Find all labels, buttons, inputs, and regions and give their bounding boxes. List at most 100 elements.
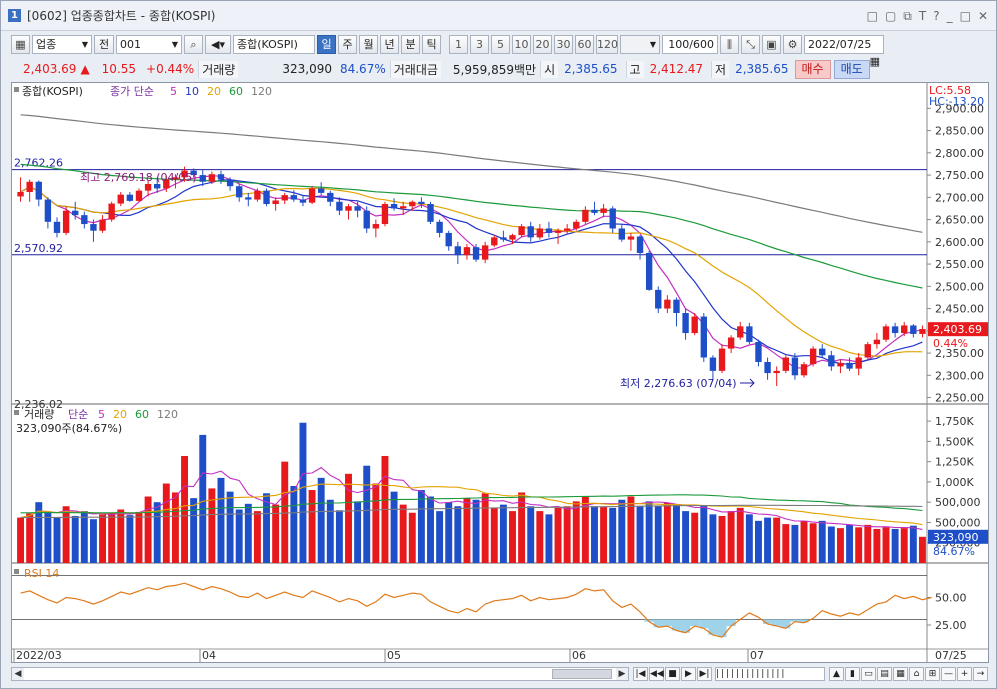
candle-body	[217, 174, 225, 180]
volume-bar	[345, 473, 352, 563]
tab-day[interactable]: 일	[317, 35, 336, 54]
horizontal-scrollbar[interactable]: ◀ ▶	[11, 667, 629, 681]
volume-bar	[427, 496, 434, 563]
zoom-out-icon[interactable]: —	[941, 667, 956, 681]
speaker-icon[interactable]: ◀▾	[205, 35, 231, 54]
minute-60-button[interactable]: 60	[575, 35, 594, 54]
candle-body	[163, 179, 170, 189]
volume-bar	[891, 528, 899, 563]
volume-bar	[727, 511, 735, 563]
volume-bar	[654, 506, 662, 563]
gear-icon[interactable]: ⚙	[783, 35, 802, 54]
candle-body	[108, 203, 115, 220]
chart-canvas[interactable]: 2,900.00 2,850.00 2,800.00 2,750.00 2,700.00…	[12, 83, 988, 662]
volume-tick-label: 500,000	[935, 496, 981, 509]
bar-icon[interactable]: ▮	[845, 667, 860, 681]
volume-bar	[326, 499, 334, 563]
window-icon[interactable]: ▢	[884, 9, 897, 23]
volume-bar	[545, 514, 553, 563]
prev-icon[interactable]: ◀◀	[649, 667, 664, 681]
date-field[interactable]: 2022/07/25 ▦	[804, 35, 884, 68]
legend-marker	[14, 87, 19, 92]
home-icon[interactable]: ⌂	[909, 667, 924, 681]
price-tick-label: 2,700.00	[935, 191, 984, 204]
candle-body	[345, 206, 352, 211]
candle-body	[17, 191, 24, 197]
quote-row: 2,403.69 ▲ 10.55 +0.44% 거래량 323,090 84.6…	[1, 58, 996, 80]
candle-body	[837, 362, 844, 367]
candle-body	[308, 188, 316, 203]
help-icon[interactable]: ?	[933, 9, 940, 23]
volume-bar	[463, 498, 471, 563]
chart-area[interactable]: 2,900.00 2,850.00 2,800.00 2,750.00 2,700.00…	[11, 82, 989, 663]
x-tick-label: 05	[387, 649, 401, 662]
candle-icon[interactable]: ⫼	[720, 35, 739, 54]
volume-ma-60-line	[20, 494, 923, 514]
candle-body	[135, 190, 143, 201]
zoom-fit-icon[interactable]: ⊞	[925, 667, 940, 681]
volume-bar	[135, 511, 143, 563]
price-tick-label: 2,250.00	[935, 392, 984, 405]
scroll-thumb[interactable]	[552, 669, 612, 679]
layout-icon[interactable]: ▦	[893, 667, 908, 681]
price-tick-label: 2,550.00	[935, 258, 984, 271]
layout-icon[interactable]: ⧉	[903, 9, 912, 23]
candle-body	[372, 224, 380, 229]
link-icon[interactable]: □	[866, 9, 878, 23]
count-field[interactable]: 100/600	[662, 35, 718, 54]
candle-body	[809, 348, 817, 365]
tab-year[interactable]: 년	[380, 35, 399, 54]
search-icon[interactable]: ⌕	[184, 35, 203, 54]
volume-bar	[864, 524, 872, 563]
save-icon[interactable]: ▣	[762, 35, 781, 54]
price-tick-label: 2,350.00	[935, 347, 984, 360]
maximize-icon[interactable]: □	[959, 9, 971, 23]
minute-20-button[interactable]: 20	[533, 35, 552, 54]
prefix-button[interactable]: 전	[94, 35, 114, 54]
buy-button[interactable]: 매수	[794, 59, 831, 79]
close-icon[interactable]: ✕	[977, 9, 988, 23]
last-page-icon[interactable]: ▶|	[697, 667, 712, 681]
tab-tick[interactable]: 틱	[422, 35, 441, 54]
font-icon[interactable]: T	[918, 9, 927, 23]
minute-120-button[interactable]: 120	[596, 35, 618, 54]
minute-1-button[interactable]: 1	[449, 35, 468, 54]
calendar-icon[interactable]: ▦	[869, 55, 880, 68]
minute-5-button[interactable]: 5	[491, 35, 510, 54]
tab-minute[interactable]: 분	[401, 35, 420, 54]
volume-bar	[308, 490, 316, 563]
grid-icon[interactable]: ▤	[877, 667, 892, 681]
volume-label: 거래량	[198, 60, 239, 78]
market-select[interactable]: 업종 ▼	[32, 35, 92, 54]
zoom-track[interactable]: ||||||||||||||	[715, 667, 825, 681]
interval-select[interactable]: ▼	[620, 35, 660, 54]
minute-10-button[interactable]: 10	[512, 35, 531, 54]
volume-bar	[171, 492, 179, 563]
candle-body	[873, 339, 881, 345]
minute-30-button[interactable]: 30	[554, 35, 573, 54]
tab-week[interactable]: 주	[338, 35, 357, 54]
scroll-left-icon[interactable]: ◀	[12, 668, 24, 680]
volume-bar	[17, 517, 25, 563]
candle-body	[782, 357, 789, 371]
grid-icon[interactable]: ▦	[11, 35, 30, 54]
sell-button[interactable]: 매도	[833, 59, 870, 79]
up-icon[interactable]: ▲	[829, 667, 844, 681]
candle-body	[655, 289, 662, 309]
tab-month[interactable]: 월	[359, 35, 378, 54]
stop-icon[interactable]: ■	[665, 667, 680, 681]
volume-ma-5-line	[20, 466, 923, 530]
draw-line-icon[interactable]: ⤡	[741, 35, 760, 54]
minute-3-button[interactable]: 3	[470, 35, 489, 54]
minimize-icon[interactable]: _	[946, 9, 953, 23]
scroll-right-icon[interactable]: ▶	[616, 668, 628, 680]
arrow-right-icon[interactable]: →	[973, 667, 988, 681]
zoom-in-icon[interactable]: +	[957, 667, 972, 681]
code-input[interactable]: 001 ▼	[116, 35, 182, 54]
first-page-icon[interactable]: |◀	[633, 667, 648, 681]
box-icon[interactable]: ▭	[861, 667, 876, 681]
next-icon[interactable]: ▶	[681, 667, 696, 681]
volume-bar	[481, 493, 489, 563]
volume-bar	[454, 506, 462, 563]
candle-body	[190, 170, 197, 176]
